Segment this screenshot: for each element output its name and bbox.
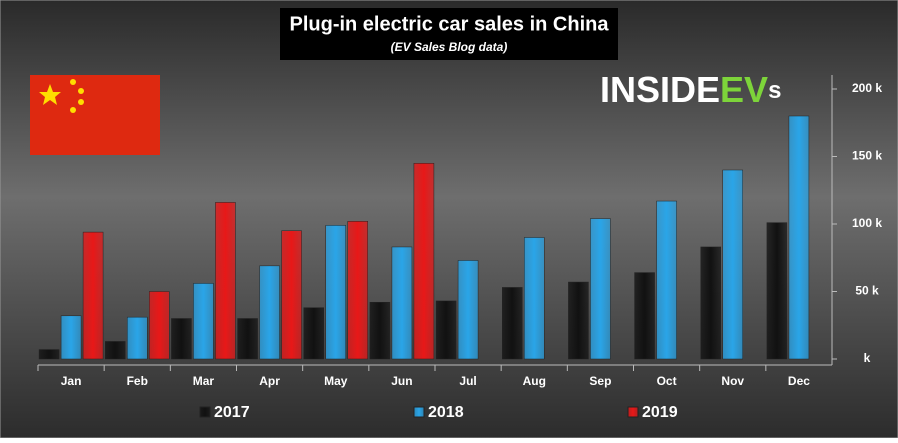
x-tick-label: Apr — [259, 374, 280, 388]
flag — [30, 75, 160, 155]
bar — [413, 163, 435, 360]
bar — [38, 349, 60, 360]
x-tick-label: Feb — [127, 374, 148, 388]
bar — [193, 283, 214, 360]
x-tick-label: Mar — [193, 374, 215, 388]
x-tick-label: Jan — [61, 374, 82, 388]
bar — [391, 246, 413, 360]
legend-label: 2018 — [428, 404, 464, 421]
chart-subtitle: (EV Sales Blog data) — [391, 40, 508, 54]
logo-part: INSIDE — [600, 69, 720, 110]
x-tick-label: Jun — [391, 374, 412, 388]
logo-part: s — [768, 77, 781, 104]
bar — [105, 341, 126, 360]
bar — [82, 231, 104, 360]
logo: INSIDEEVs — [600, 69, 781, 110]
chart-title: Plug-in electric car sales in China — [289, 13, 609, 35]
bar — [60, 315, 82, 360]
bar — [568, 281, 589, 360]
bar — [369, 302, 391, 360]
bar — [788, 115, 810, 360]
bar — [435, 300, 457, 360]
x-tick-label: Oct — [657, 374, 677, 388]
x-tick-label: Jul — [459, 374, 476, 388]
y-tick-label: 100 k — [852, 216, 882, 230]
bar — [215, 202, 236, 360]
bar — [303, 307, 324, 360]
y-tick-label: 200 k — [852, 81, 882, 95]
y-tick-label: 150 k — [852, 149, 882, 163]
bar — [524, 237, 545, 360]
bar — [700, 246, 721, 360]
bar — [325, 225, 346, 360]
bar — [502, 287, 523, 360]
bar — [656, 200, 677, 360]
y-tick-label: k — [864, 351, 871, 365]
bar — [634, 272, 655, 360]
bar — [149, 291, 170, 360]
bar — [590, 218, 611, 360]
bar — [127, 316, 148, 360]
legend-label: 2019 — [642, 404, 678, 421]
bar — [457, 260, 479, 360]
bar — [237, 318, 258, 360]
bar — [347, 221, 368, 360]
title-box — [280, 8, 618, 60]
bar — [281, 230, 302, 360]
bar — [171, 318, 192, 360]
logo-part: EV — [720, 69, 768, 110]
legend-label: 2017 — [214, 404, 250, 421]
bar — [259, 265, 280, 360]
x-tick-label: Sep — [589, 374, 611, 388]
bar — [722, 169, 743, 360]
legend-swatch — [413, 406, 425, 418]
x-tick-label: Aug — [523, 374, 546, 388]
legend-swatch — [627, 406, 639, 418]
legend-swatch — [199, 406, 211, 418]
x-tick-label: Nov — [721, 374, 744, 388]
x-tick-label: May — [324, 374, 348, 388]
bar — [766, 222, 788, 360]
y-tick-label: 50 k — [855, 284, 879, 298]
x-tick-label: Dec — [788, 374, 810, 388]
